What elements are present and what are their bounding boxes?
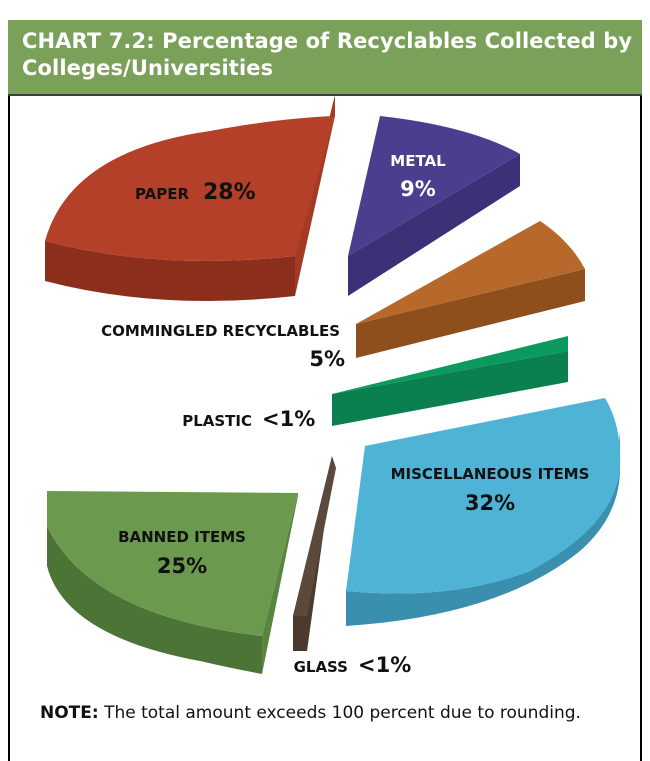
label-metal-category: METAL [390,152,446,170]
label-plastic-category: PLASTIC [182,412,252,430]
label-miscellaneous-category: MISCELLANEOUS ITEMS [391,465,590,483]
chart-note: NOTE: The total amount exceeds 100 perce… [40,701,600,725]
slice-glass [293,456,336,651]
label-paper-category: PAPER [135,185,189,203]
label-commingled-category: COMMINGLED RECYCLABLES [101,322,340,340]
label-glass-value: <1% [358,653,411,677]
slice-plastic [332,336,568,426]
note-text: The total amount exceeds 100 percent due… [98,703,581,723]
label-banned-category: BANNED ITEMS [118,528,246,546]
slice-metal [348,116,520,296]
label-commingled-value: 5% [309,347,345,371]
label-plastic-value: <1% [262,407,315,431]
chart-title: CHART 7.2: Percentage of Recyclables Col… [22,29,633,80]
pie-chart-svg: PAPER 28% METAL 9% COMMINGLED RECYCLABLE… [45,95,621,677]
label-banned-value: 25% [157,554,207,578]
slice-paper [45,95,335,301]
chart-header: CHART 7.2: Percentage of Recyclables Col… [8,20,642,96]
slice-banned [47,491,298,674]
slice-commingled [356,221,585,358]
chart-frame [8,20,642,761]
pie-chart: PAPER 28% METAL 9% COMMINGLED RECYCLABLE… [10,95,640,696]
label-metal-value: 9% [400,177,436,201]
label-miscellaneous-value: 32% [465,491,515,515]
label-glass-category: GLASS [294,658,348,676]
slice-miscellaneous [346,398,621,626]
label-paper-value: 28% [203,180,256,205]
note-label: NOTE: [40,703,99,723]
